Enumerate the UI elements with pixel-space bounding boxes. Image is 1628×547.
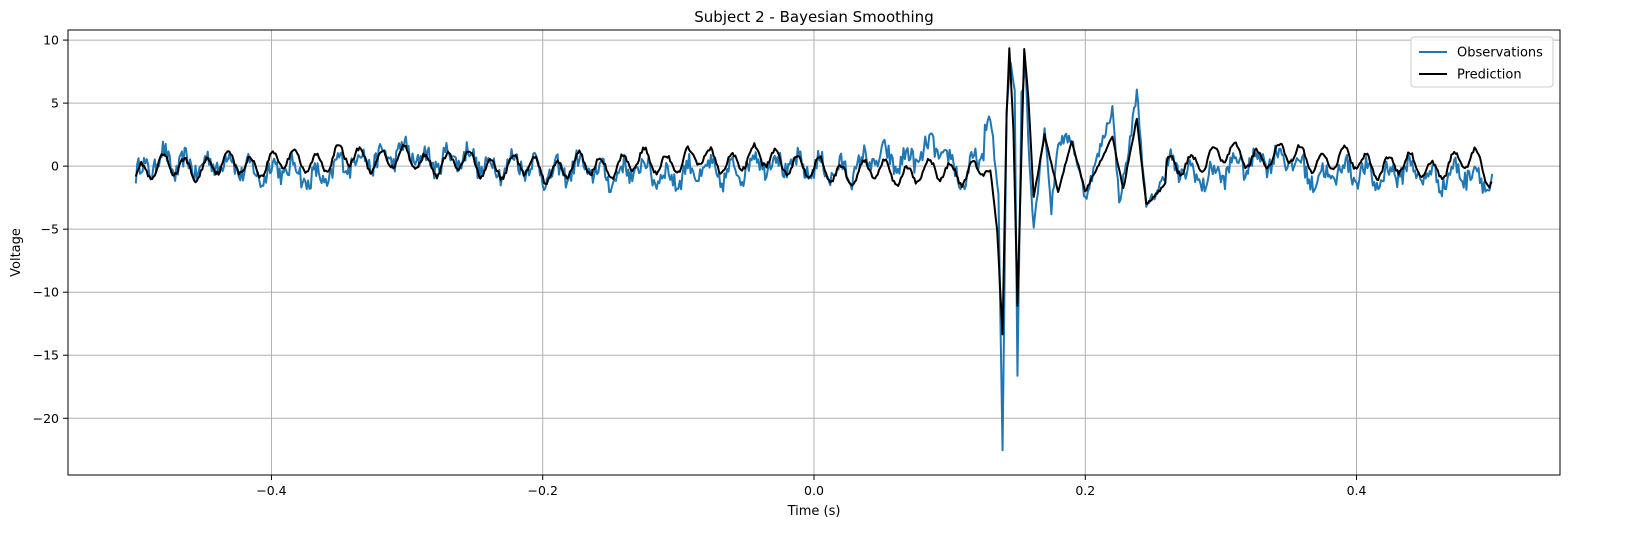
legend-label-observations: Observations: [1457, 46, 1543, 61]
prediction-series-line: [134, 47, 1493, 336]
y-tick-label: 0: [51, 159, 59, 174]
y-axis-title: Voltage: [9, 228, 24, 277]
x-tick-label: 0.2: [1075, 483, 1095, 498]
y-tick-label: −15: [33, 348, 59, 363]
series-layer: [134, 47, 1494, 452]
x-axis-title: Time (s): [787, 504, 841, 519]
x-tick-label: 0.4: [1347, 483, 1367, 498]
legend-label-prediction: Prediction: [1457, 68, 1522, 83]
x-tick-label: −0.4: [256, 483, 286, 498]
y-tick-label: −20: [33, 411, 59, 426]
x-tick-label: −0.2: [528, 483, 558, 498]
chart-title: Subject 2 - Bayesian Smoothing: [694, 8, 933, 26]
x-tick-label: 0.0: [804, 483, 824, 498]
y-tick-label: 10: [43, 33, 59, 48]
legend: Observations Prediction: [1410, 36, 1554, 88]
y-tick-label: 5: [51, 96, 59, 111]
y-tick-label: −10: [33, 285, 59, 300]
y-tick-label: −5: [41, 222, 59, 237]
axis-ticks: −0.4 −0.2 0.0 0.2 0.4 10 5 0 −5 −10 −15 −20: [33, 33, 1367, 498]
